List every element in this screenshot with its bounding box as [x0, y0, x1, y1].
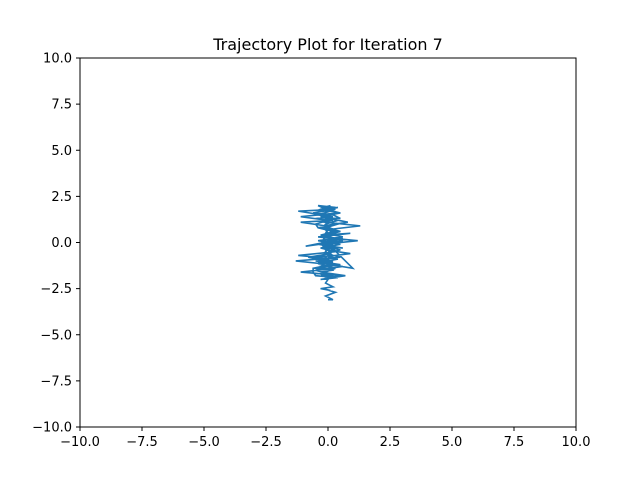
x-tick-label: −10.0 [60, 435, 100, 450]
y-tick-label: −5.0 [40, 328, 72, 343]
y-tick-label: 7.5 [51, 98, 72, 113]
x-tick-label: −2.5 [250, 435, 282, 450]
y-tick-label: −7.5 [40, 374, 72, 389]
y-tick-label: 5.0 [51, 144, 72, 159]
x-tick-label: −7.5 [126, 435, 158, 450]
x-tick-label: 0.0 [318, 435, 339, 450]
trajectory-line [295, 204, 361, 301]
x-tick-label: 2.5 [380, 435, 401, 450]
y-tick-label: −10.0 [32, 421, 72, 436]
x-tick-label: 7.5 [504, 435, 525, 450]
y-tick-label: −2.5 [40, 282, 72, 297]
y-tick-label: 10.0 [43, 52, 72, 67]
x-tick-label: 5.0 [442, 435, 463, 450]
x-tick-label: 10.0 [562, 435, 591, 450]
y-tick-label: 0.0 [51, 236, 72, 251]
x-tick-label: −5.0 [188, 435, 220, 450]
chart-title: Trajectory Plot for Iteration 7 [212, 35, 443, 54]
series-layer [295, 204, 361, 301]
y-axis: −10.0 −7.5 −5.0 −2.5 0.0 2.5 5.0 7.5 10.0 [32, 52, 80, 436]
y-tick-label: 2.5 [51, 190, 72, 205]
x-axis: −10.0 −7.5 −5.0 −2.5 0.0 2.5 5.0 7.5 10.0 [60, 427, 590, 450]
